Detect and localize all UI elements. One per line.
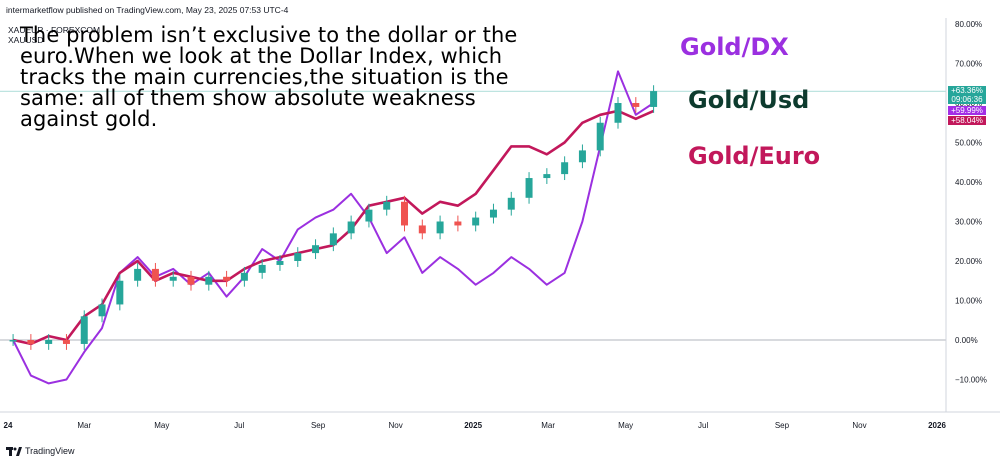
tradingview-brand: TradingView [25, 446, 75, 456]
price-tag-usd: +63.36% [948, 86, 986, 95]
tradingview-footer[interactable]: TradingView [6, 446, 75, 456]
candle-body [27, 340, 35, 344]
candle-body [329, 233, 337, 246]
x-tick-label: Jul [698, 421, 708, 430]
y-tick-label: 80.00% [955, 20, 982, 29]
x-tick-label: Nov [852, 421, 866, 430]
candle-body [401, 201, 409, 226]
x-tick-label: 24 [4, 421, 13, 430]
publish-header: intermarketflow published on TradingView… [6, 5, 289, 15]
candle-body [365, 209, 373, 222]
candle-body [489, 209, 497, 218]
annotation-headline: The problem isn’t exclusive to the dolla… [20, 23, 518, 131]
candle-body [525, 178, 533, 198]
candle-body [240, 272, 248, 281]
label-gold-dx: Gold/DX [680, 33, 789, 61]
y-tick-label: 30.00% [955, 218, 982, 227]
price-tag-countdown: 09:06:36 [948, 95, 986, 104]
x-tick-label: May [154, 421, 169, 430]
candle-body [45, 340, 53, 344]
candle-body [347, 221, 355, 234]
candle-body [62, 340, 70, 344]
x-tick-label: Nov [388, 421, 402, 430]
x-axis: 24 Mar May Jul Sep Nov 2025 Mar May Jul Sep Nov 2026 [4, 421, 947, 430]
candle-body [507, 197, 515, 210]
candle-body [134, 268, 142, 281]
candle-body [614, 103, 622, 123]
candle-body [454, 221, 462, 226]
candle-body [436, 221, 444, 234]
candle-body [9, 340, 17, 342]
symbol-label-xauusd[interactable]: XAUUSD [8, 35, 44, 45]
series-layer [9, 70, 658, 385]
candle-body [276, 261, 284, 265]
price-tag-dx: +59.99% [948, 106, 986, 115]
x-tick-label: Jul [234, 421, 244, 430]
candle-body [98, 304, 106, 317]
x-tick-label: 2025 [464, 421, 482, 430]
y-tick-label: 40.00% [955, 178, 982, 187]
x-tick-label: Sep [775, 421, 790, 430]
symbol-label-xaueur[interactable]: XAUEUR · FOREXCOM [8, 25, 101, 35]
y-tick-label: 10.00% [955, 297, 982, 306]
y-axis: 80.00%70.00%60.00%50.00%40.00%30.00%20.0… [955, 20, 987, 385]
x-tick-label: Mar [77, 421, 91, 430]
y-tick-label: −10.00% [955, 376, 987, 385]
candle-body [596, 122, 604, 151]
x-tick-label: Sep [311, 421, 326, 430]
candle-body [472, 217, 480, 226]
label-gold-euro: Gold/Euro [688, 142, 821, 170]
y-tick-label: 0.00% [955, 336, 978, 345]
candle-body [258, 264, 266, 273]
x-tick-label: Mar [541, 421, 555, 430]
candle-body [561, 162, 569, 175]
candle-body [418, 225, 426, 234]
y-tick-label: 50.00% [955, 139, 982, 148]
tradingview-logo-icon [6, 446, 22, 456]
candle-body [543, 174, 551, 179]
candle-body [650, 91, 658, 107]
candle-body [80, 316, 88, 344]
candle-body [151, 268, 159, 281]
x-tick-label: May [618, 421, 633, 430]
candle-body [294, 253, 302, 261]
x-tick-label: 2026 [928, 421, 946, 430]
price-tag-euro: +58.04% [948, 116, 986, 125]
candle-body [312, 245, 320, 254]
series-candles-gold-usd [9, 85, 658, 350]
candle-body [169, 276, 177, 281]
candle-body [205, 276, 213, 285]
chart-grid [0, 90, 946, 341]
candle-body [632, 103, 640, 107]
y-tick-label: 70.00% [955, 60, 982, 69]
candle-body [383, 201, 391, 210]
candle-body [116, 280, 124, 305]
label-gold-usd: Gold/Usd [688, 86, 810, 114]
candle-body [187, 276, 195, 285]
y-tick-label: 20.00% [955, 257, 982, 266]
candle-body [223, 276, 231, 281]
candle-body [578, 150, 586, 163]
